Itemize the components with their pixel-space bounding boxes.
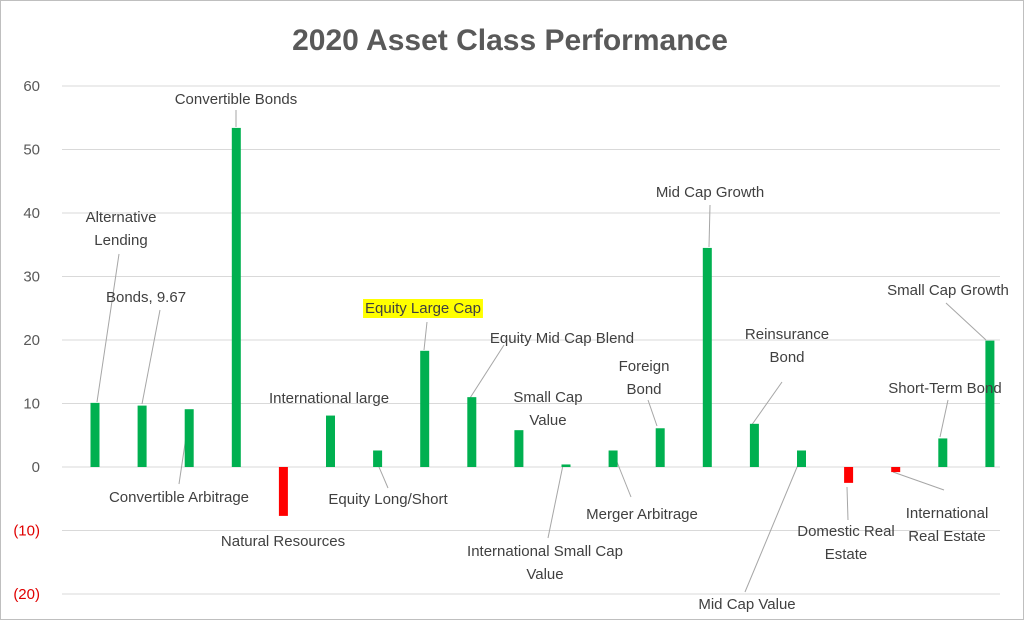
label-highlight: [363, 299, 483, 318]
bar: [90, 402, 100, 467]
bar: [467, 397, 477, 467]
data-label-line: International large: [269, 390, 389, 407]
bar: [749, 423, 759, 467]
y-axis-ticks: 60 50 40 30 20 10 0 (10) (20): [13, 78, 40, 603]
y-tick-label: 30: [23, 269, 40, 286]
data-label-line: Equity Mid Cap Blend: [490, 330, 634, 347]
y-tick-label: 50: [23, 142, 40, 159]
data-label: Mid Cap Value: [698, 596, 795, 613]
data-label-line: International Small Cap: [467, 543, 623, 560]
data-label: Domestic Real Estate: [797, 523, 895, 563]
bar: [420, 350, 430, 467]
y-tick-label: (20): [13, 586, 40, 603]
bar: [373, 450, 383, 467]
data-label-line: Small Cap: [513, 389, 582, 406]
data-label: Bonds, 9.67: [106, 289, 186, 306]
data-label-line: Mid Cap Growth: [656, 184, 764, 201]
data-label: Foreign Bond: [619, 358, 670, 398]
bar: [797, 450, 806, 467]
data-label: Short-Term Bond: [888, 380, 1001, 397]
data-label: Reinsurance Bond: [745, 326, 829, 366]
data-label-line: Equity Long/Short: [328, 491, 448, 508]
data-label: Small Cap Value: [513, 389, 582, 429]
bar: [844, 467, 854, 483]
bar: [184, 409, 194, 467]
data-label: Equity Large Cap: [363, 299, 483, 318]
y-tick-label: 0: [32, 459, 40, 476]
bar: [561, 464, 571, 467]
data-label-line: Convertible Arbitrage: [109, 489, 249, 506]
label-leader-lines: [96, 110, 987, 593]
leader-line: [423, 321, 428, 351]
bars: [90, 127, 995, 516]
data-label: Convertible Bonds: [175, 91, 298, 108]
data-label: International Real Estate: [906, 505, 989, 545]
bar: [985, 340, 995, 467]
bar: [891, 467, 901, 473]
gridlines: [62, 85, 1000, 595]
data-label-line: Convertible Bonds: [175, 91, 298, 108]
y-tick-label: 10: [23, 396, 40, 413]
data-label: Equity Long/Short: [328, 491, 448, 508]
bar: [278, 467, 288, 516]
data-label: Alternative Lending: [86, 209, 157, 249]
leader-line: [96, 253, 120, 403]
data-label: Mid Cap Growth: [656, 184, 764, 201]
bar: [137, 405, 147, 467]
data-label-line: Domestic Real: [797, 523, 895, 540]
data-label: Small Cap Growth: [887, 282, 1009, 299]
leader-line: [939, 399, 949, 438]
data-labels: Alternative Lending Bonds, 9.67 Convertible…: [86, 91, 1009, 613]
leader-line: [892, 471, 945, 491]
data-label: Merger Arbitrage: [586, 506, 698, 523]
data-label-line: Equity Large Cap: [365, 300, 481, 317]
leader-line: [744, 459, 801, 593]
data-label: International Small Cap Value: [467, 543, 623, 583]
data-label-line: Bond: [626, 381, 661, 398]
y-tick-label: 20: [23, 332, 40, 349]
data-label-line: Alternative: [86, 209, 157, 226]
data-label-line: Foreign: [619, 358, 670, 375]
leader-line: [469, 344, 505, 399]
bar: [608, 450, 618, 467]
leader-line: [647, 399, 658, 427]
data-label: Convertible Arbitrage: [109, 489, 249, 506]
data-label: Natural Resources: [221, 533, 345, 550]
leader-line: [141, 309, 161, 405]
leader-line: [708, 204, 711, 248]
data-label-line: Bonds, 9.67: [106, 289, 186, 306]
leader-line: [846, 486, 849, 521]
data-label-line: International: [906, 505, 989, 522]
data-label-line: Small Cap Growth: [887, 282, 1009, 299]
y-tick-label: (10): [13, 523, 40, 540]
y-tick-label: 40: [23, 205, 40, 222]
data-label-line: Short-Term Bond: [888, 380, 1001, 397]
bar: [655, 428, 665, 467]
data-label-line: Real Estate: [908, 528, 986, 545]
data-label-line: Mid Cap Value: [698, 596, 795, 613]
bar: [231, 127, 241, 467]
leader-line: [945, 302, 987, 341]
chart-title: 2020 Asset Class Performance: [292, 24, 728, 57]
bar: [702, 247, 712, 467]
data-label-line: Lending: [94, 232, 147, 249]
bar: [938, 438, 948, 467]
data-label: International large: [269, 390, 389, 407]
data-label-line: Value: [529, 412, 566, 429]
bar: [514, 430, 524, 467]
y-tick-label: 60: [23, 78, 40, 95]
leader-line: [547, 464, 564, 539]
data-label-line: Bond: [769, 349, 804, 366]
data-label-line: Reinsurance: [745, 326, 829, 343]
data-label: Equity Mid Cap Blend: [490, 330, 634, 347]
data-label-line: Value: [526, 566, 563, 583]
data-label-line: Natural Resources: [221, 533, 345, 550]
leader-line: [750, 381, 783, 427]
data-label-line: Estate: [825, 546, 868, 563]
bar: [326, 415, 335, 467]
data-label-line: Merger Arbitrage: [586, 506, 698, 523]
